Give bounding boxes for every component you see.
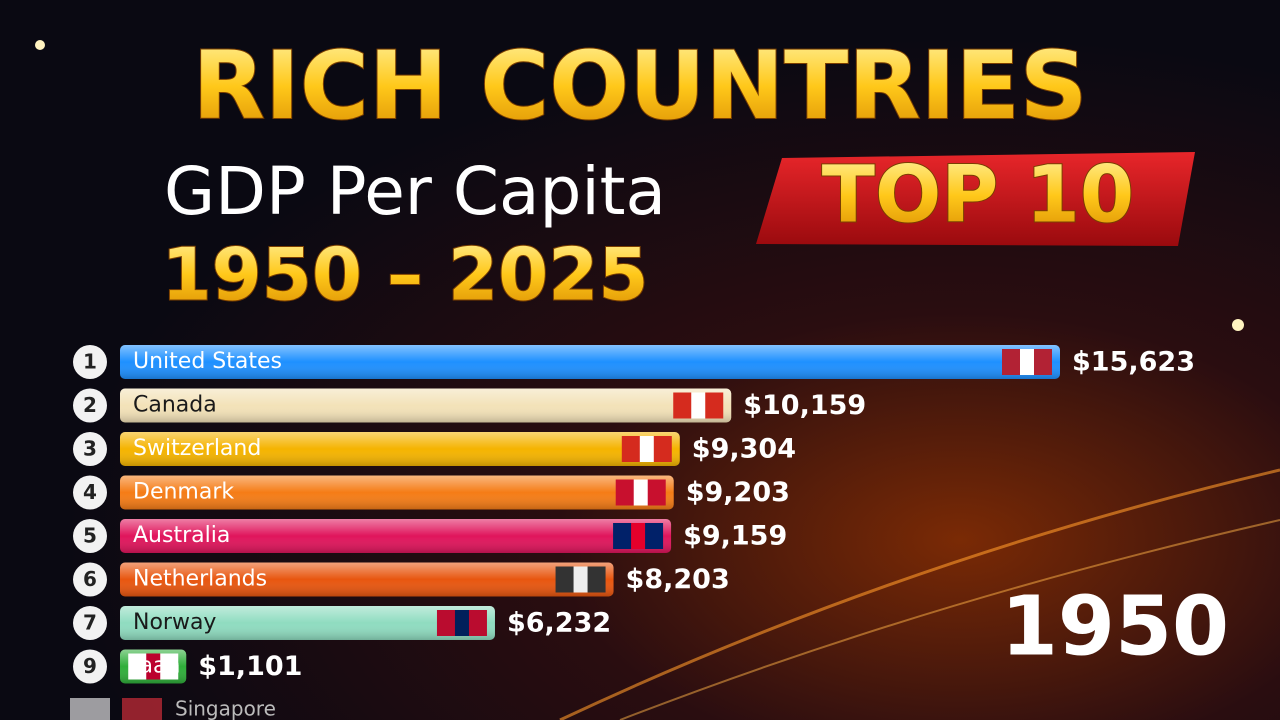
chart-subtitle: GDP Per Capita [164,153,666,230]
value-label: $9,159 [683,521,787,552]
bar-label: Norway [133,610,216,635]
rank-badge [73,519,107,553]
rank-label: 5 [83,524,97,548]
rank-label: 9 [83,654,97,678]
bar-label: Switzerland [133,436,261,461]
value-label: $6,232 [507,608,611,639]
value-label: $9,203 [686,477,790,508]
chart-title: RICH COUNTRIES [192,32,1087,141]
value-label: $9,304 [692,434,796,465]
bar-shine [120,388,732,423]
bar-shine [120,345,1060,379]
flag [70,698,110,720]
bars: 1 United States $15,623 2 Canada $10,159 3 Swit… [70,345,1195,720]
bar-shine [120,519,672,553]
rank-label: 1 [83,350,97,374]
bar-shine [120,562,614,597]
flag-stripe [146,653,161,680]
light-streak [619,519,1280,720]
rank-badge [73,606,107,640]
flag-stripe [633,479,648,506]
bar-label: Australia [133,523,230,548]
year-label: 1950 [1001,579,1229,674]
rank-badge [73,388,107,423]
bar-shine [120,475,674,510]
rank-badge [73,432,107,466]
bar-label: Jaan [131,654,180,679]
rank-badge [73,475,107,510]
sparkle [35,40,45,50]
bar-label: Denmark [133,480,234,505]
rank-label: 7 [83,611,97,635]
sparkle [1232,319,1244,331]
rank-label: 6 [83,567,97,591]
rank-badge [73,562,107,597]
value-label: $8,203 [626,564,730,595]
flag-stripe [691,392,706,419]
light-streak [559,468,1280,720]
value-label: $10,159 [743,390,866,421]
flag-stripe [573,566,588,593]
bar-label: Canada [133,393,217,418]
bar-label: Singapore [175,697,276,720]
rank-label: 3 [83,437,97,461]
badge-text: TOP 10 [822,150,1134,240]
bar-label: United States [133,349,282,374]
flag-stripe [1020,349,1034,375]
value-label: $15,623 [1072,347,1195,378]
flag-stripe [631,523,646,549]
bar-label: Netherlands [133,567,267,592]
flag [122,698,162,720]
rank-label: 2 [83,393,97,417]
bar-shine [120,606,495,640]
bar-shine [120,432,680,466]
rank-badge [73,649,107,684]
rank-badge [73,345,107,379]
rank-label: 4 [83,480,97,504]
period: 1950 – 2025 [162,233,649,317]
flag-stripe [639,436,654,462]
value-label: $1,101 [198,651,302,682]
flag-stripe [454,610,469,636]
badge-box [756,152,1195,246]
